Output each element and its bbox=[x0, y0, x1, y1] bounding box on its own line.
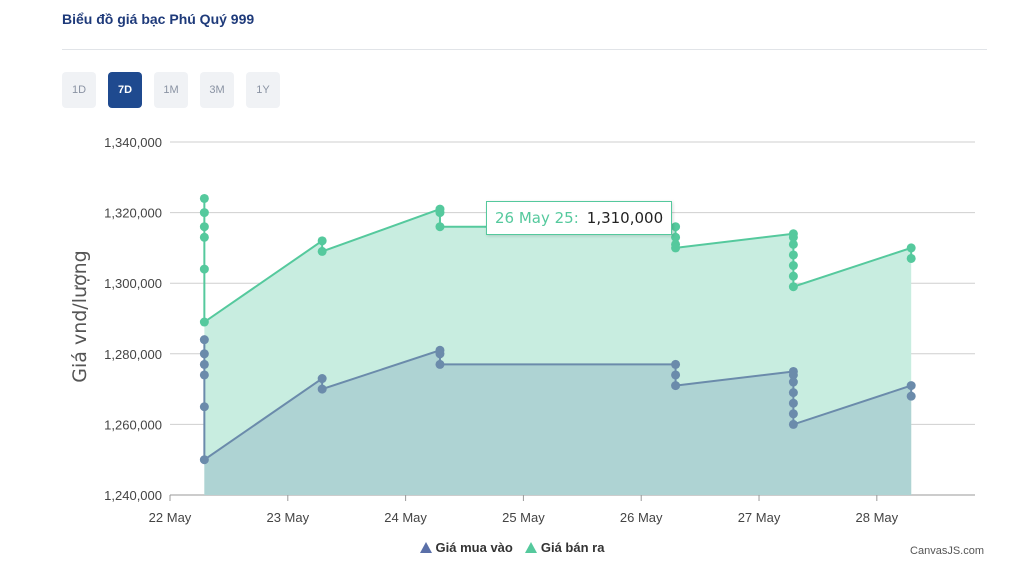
data-point bbox=[788, 370, 798, 380]
data-point bbox=[199, 349, 209, 359]
data-point bbox=[435, 208, 445, 218]
range-button-1m[interactable]: 1M bbox=[154, 72, 188, 108]
chart-legend: Giá mua vào Giá bán ra bbox=[0, 540, 1024, 555]
data-point bbox=[671, 243, 681, 253]
credit-link[interactable]: CanvasJS.com bbox=[910, 545, 984, 557]
data-point bbox=[671, 370, 681, 380]
data-point bbox=[317, 384, 327, 394]
data-point bbox=[906, 381, 916, 391]
series-area bbox=[204, 339, 912, 495]
y-axis-title: Giá vnd/lượng bbox=[69, 250, 91, 382]
data-point bbox=[435, 222, 445, 232]
legend-item-sell[interactable]: Giá bán ra bbox=[524, 540, 605, 555]
data-point bbox=[199, 193, 209, 203]
data-point bbox=[671, 232, 681, 242]
data-point bbox=[199, 222, 209, 232]
data-point bbox=[788, 232, 798, 242]
range-button-7d[interactable]: 7D bbox=[108, 72, 142, 108]
data-point bbox=[199, 317, 209, 327]
data-point bbox=[906, 243, 916, 253]
x-tick-label: 27 May bbox=[738, 510, 781, 525]
range-button-1d[interactable]: 1D bbox=[62, 72, 96, 108]
data-point bbox=[906, 391, 916, 401]
x-tick-label: 28 May bbox=[856, 510, 899, 525]
x-tick-label: 24 May bbox=[384, 510, 427, 525]
data-point bbox=[671, 222, 681, 232]
y-tick-label: 1,240,000 bbox=[104, 488, 162, 503]
x-tick-label: 25 May bbox=[502, 510, 545, 525]
data-point bbox=[788, 398, 798, 408]
data-point bbox=[199, 359, 209, 369]
chart-tooltip: 26 May 25: 1,310,000 bbox=[486, 201, 673, 235]
data-point bbox=[788, 409, 798, 419]
tooltip-label: 26 May 25: bbox=[495, 209, 579, 227]
data-point bbox=[435, 349, 445, 359]
data-point bbox=[199, 208, 209, 218]
data-point bbox=[906, 253, 916, 263]
range-button-1y[interactable]: 1Y bbox=[246, 72, 280, 108]
triangle-icon bbox=[524, 542, 537, 553]
data-point bbox=[788, 271, 798, 281]
data-point bbox=[199, 335, 209, 345]
data-point bbox=[199, 264, 209, 274]
data-point bbox=[199, 455, 209, 465]
data-point bbox=[788, 419, 798, 429]
title-divider bbox=[62, 49, 987, 50]
data-point bbox=[788, 261, 798, 271]
data-point bbox=[788, 239, 798, 249]
x-tick-label: 22 May bbox=[149, 510, 192, 525]
y-tick-label: 1,340,000 bbox=[104, 135, 162, 150]
tooltip-value: 1,310,000 bbox=[586, 209, 664, 227]
legend-item-buy[interactable]: Giá mua vào bbox=[419, 540, 513, 555]
data-point bbox=[788, 250, 798, 260]
data-point bbox=[671, 359, 681, 369]
data-point bbox=[199, 232, 209, 242]
x-tick-label: 26 May bbox=[620, 510, 663, 525]
chart-title: Biểu đồ giá bạc Phú Quý 999 bbox=[62, 11, 255, 27]
data-point bbox=[671, 381, 681, 391]
range-selector: 1D 7D 1M 3M 1Y bbox=[62, 72, 280, 108]
y-tick-label: 1,300,000 bbox=[104, 276, 162, 291]
y-tick-label: 1,260,000 bbox=[104, 417, 162, 432]
legend-label-sell: Giá bán ra bbox=[540, 540, 605, 555]
x-tick-label: 23 May bbox=[266, 510, 309, 525]
data-point bbox=[317, 374, 327, 384]
data-point bbox=[199, 370, 209, 380]
triangle-icon bbox=[419, 542, 432, 553]
data-point bbox=[317, 246, 327, 256]
data-point bbox=[317, 236, 327, 246]
y-tick-label: 1,320,000 bbox=[104, 206, 162, 221]
y-tick-label: 1,280,000 bbox=[104, 347, 162, 362]
data-point bbox=[199, 402, 209, 412]
data-point bbox=[435, 359, 445, 369]
data-point bbox=[788, 377, 798, 387]
data-point bbox=[788, 388, 798, 398]
range-button-3m[interactable]: 3M bbox=[200, 72, 234, 108]
data-point bbox=[788, 282, 798, 292]
legend-label-buy: Giá mua vào bbox=[435, 540, 513, 555]
